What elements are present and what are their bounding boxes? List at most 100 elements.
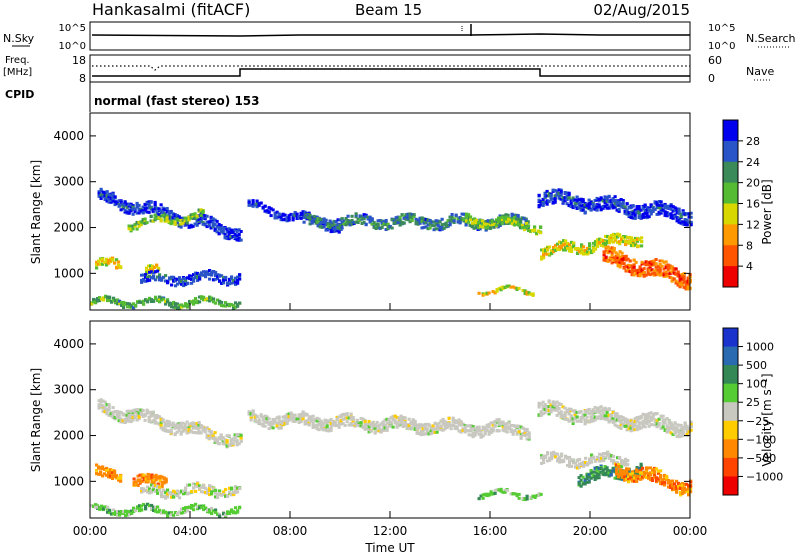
range-cell (619, 415, 623, 419)
range-cell (327, 427, 331, 431)
range-cell (197, 431, 201, 435)
range-cell (184, 302, 188, 306)
range-cell (211, 434, 215, 438)
range-cell (189, 225, 193, 229)
range-cell (433, 430, 437, 434)
range-cell (151, 219, 155, 223)
range-cell (309, 419, 313, 423)
range-cell (491, 290, 495, 294)
noise-tick-high-left: 10^5 (59, 23, 86, 34)
range-cell (156, 484, 160, 488)
range-cell (685, 220, 689, 224)
range-cell (631, 425, 635, 429)
range-cell (128, 305, 132, 309)
range-cell (165, 216, 169, 220)
range-cell (158, 476, 162, 480)
range-cell (423, 427, 427, 431)
range-cell (291, 413, 295, 417)
range-cell (560, 246, 564, 250)
range-cell (659, 480, 663, 484)
nave-tick-high: 60 (708, 54, 722, 67)
range-cell (140, 300, 144, 304)
range-cell (163, 212, 167, 216)
range-cell (179, 421, 183, 425)
range-cell (95, 468, 99, 472)
range-cell (208, 273, 212, 277)
range-cell (133, 408, 137, 412)
range-cell (172, 305, 176, 309)
range-cell (671, 209, 675, 213)
range-cell (222, 304, 226, 308)
range-cell (481, 427, 485, 430)
range-cell (217, 223, 221, 226)
range-cell (297, 421, 301, 424)
range-cell (573, 202, 577, 205)
range-cell (149, 410, 153, 414)
range-cell (152, 485, 156, 489)
range-cell (224, 488, 228, 492)
range-cell (635, 207, 639, 211)
range-cell (483, 428, 487, 432)
range-cell (224, 304, 228, 308)
range-cell (647, 466, 651, 470)
range-cell (164, 496, 168, 500)
range-cell (651, 423, 655, 427)
range-cell (391, 415, 395, 418)
range-cell (620, 255, 624, 258)
range-cell (613, 419, 617, 423)
range-cell (237, 442, 241, 446)
range-cell (234, 276, 238, 280)
range-cell (618, 250, 622, 254)
range-cell (385, 427, 389, 431)
range-cell (525, 290, 529, 294)
range-cell (189, 423, 193, 427)
range-cell (469, 218, 473, 222)
range-cell (624, 457, 628, 461)
range-cell (549, 409, 553, 412)
range-cell (117, 476, 121, 480)
range-cell (361, 417, 365, 421)
range-cell (319, 419, 323, 423)
range-cell (354, 220, 358, 224)
range-cell (672, 271, 676, 275)
colorbar-tick-label: 4 (746, 260, 753, 273)
range-cell (457, 418, 461, 422)
range-cell (546, 451, 550, 455)
range-cell (543, 403, 547, 407)
range-cell (476, 227, 480, 231)
range-cell (165, 429, 169, 433)
noise-tick-low-right: 10^0 (708, 41, 735, 52)
range-cell (625, 202, 629, 206)
range-cell (584, 252, 588, 256)
range-cell (669, 426, 673, 430)
range-cell (539, 203, 543, 207)
range-cell (409, 420, 413, 424)
range-cell (225, 434, 229, 438)
range-cell (467, 429, 471, 433)
range-cell (408, 212, 412, 216)
range-cell (184, 276, 188, 280)
range-cell (430, 220, 434, 224)
range-cell (189, 422, 193, 426)
range-cell (638, 274, 642, 278)
range-cell (209, 216, 213, 220)
range-cell (119, 203, 123, 207)
range-cell (638, 244, 642, 248)
range-cell (137, 224, 141, 228)
range-cell (459, 429, 463, 433)
range-cell (639, 469, 643, 473)
range-cell (674, 279, 678, 283)
range-cell (457, 421, 461, 425)
range-cell (236, 486, 240, 490)
range-cell (437, 426, 441, 430)
range-cell (239, 439, 243, 443)
range-cell (216, 493, 220, 496)
range-cell (239, 230, 243, 233)
range-cell (161, 426, 165, 430)
range-cell (143, 219, 147, 223)
range-cell (181, 421, 185, 425)
range-cell (654, 258, 658, 261)
range-cell (191, 423, 195, 427)
range-cell (681, 486, 685, 490)
